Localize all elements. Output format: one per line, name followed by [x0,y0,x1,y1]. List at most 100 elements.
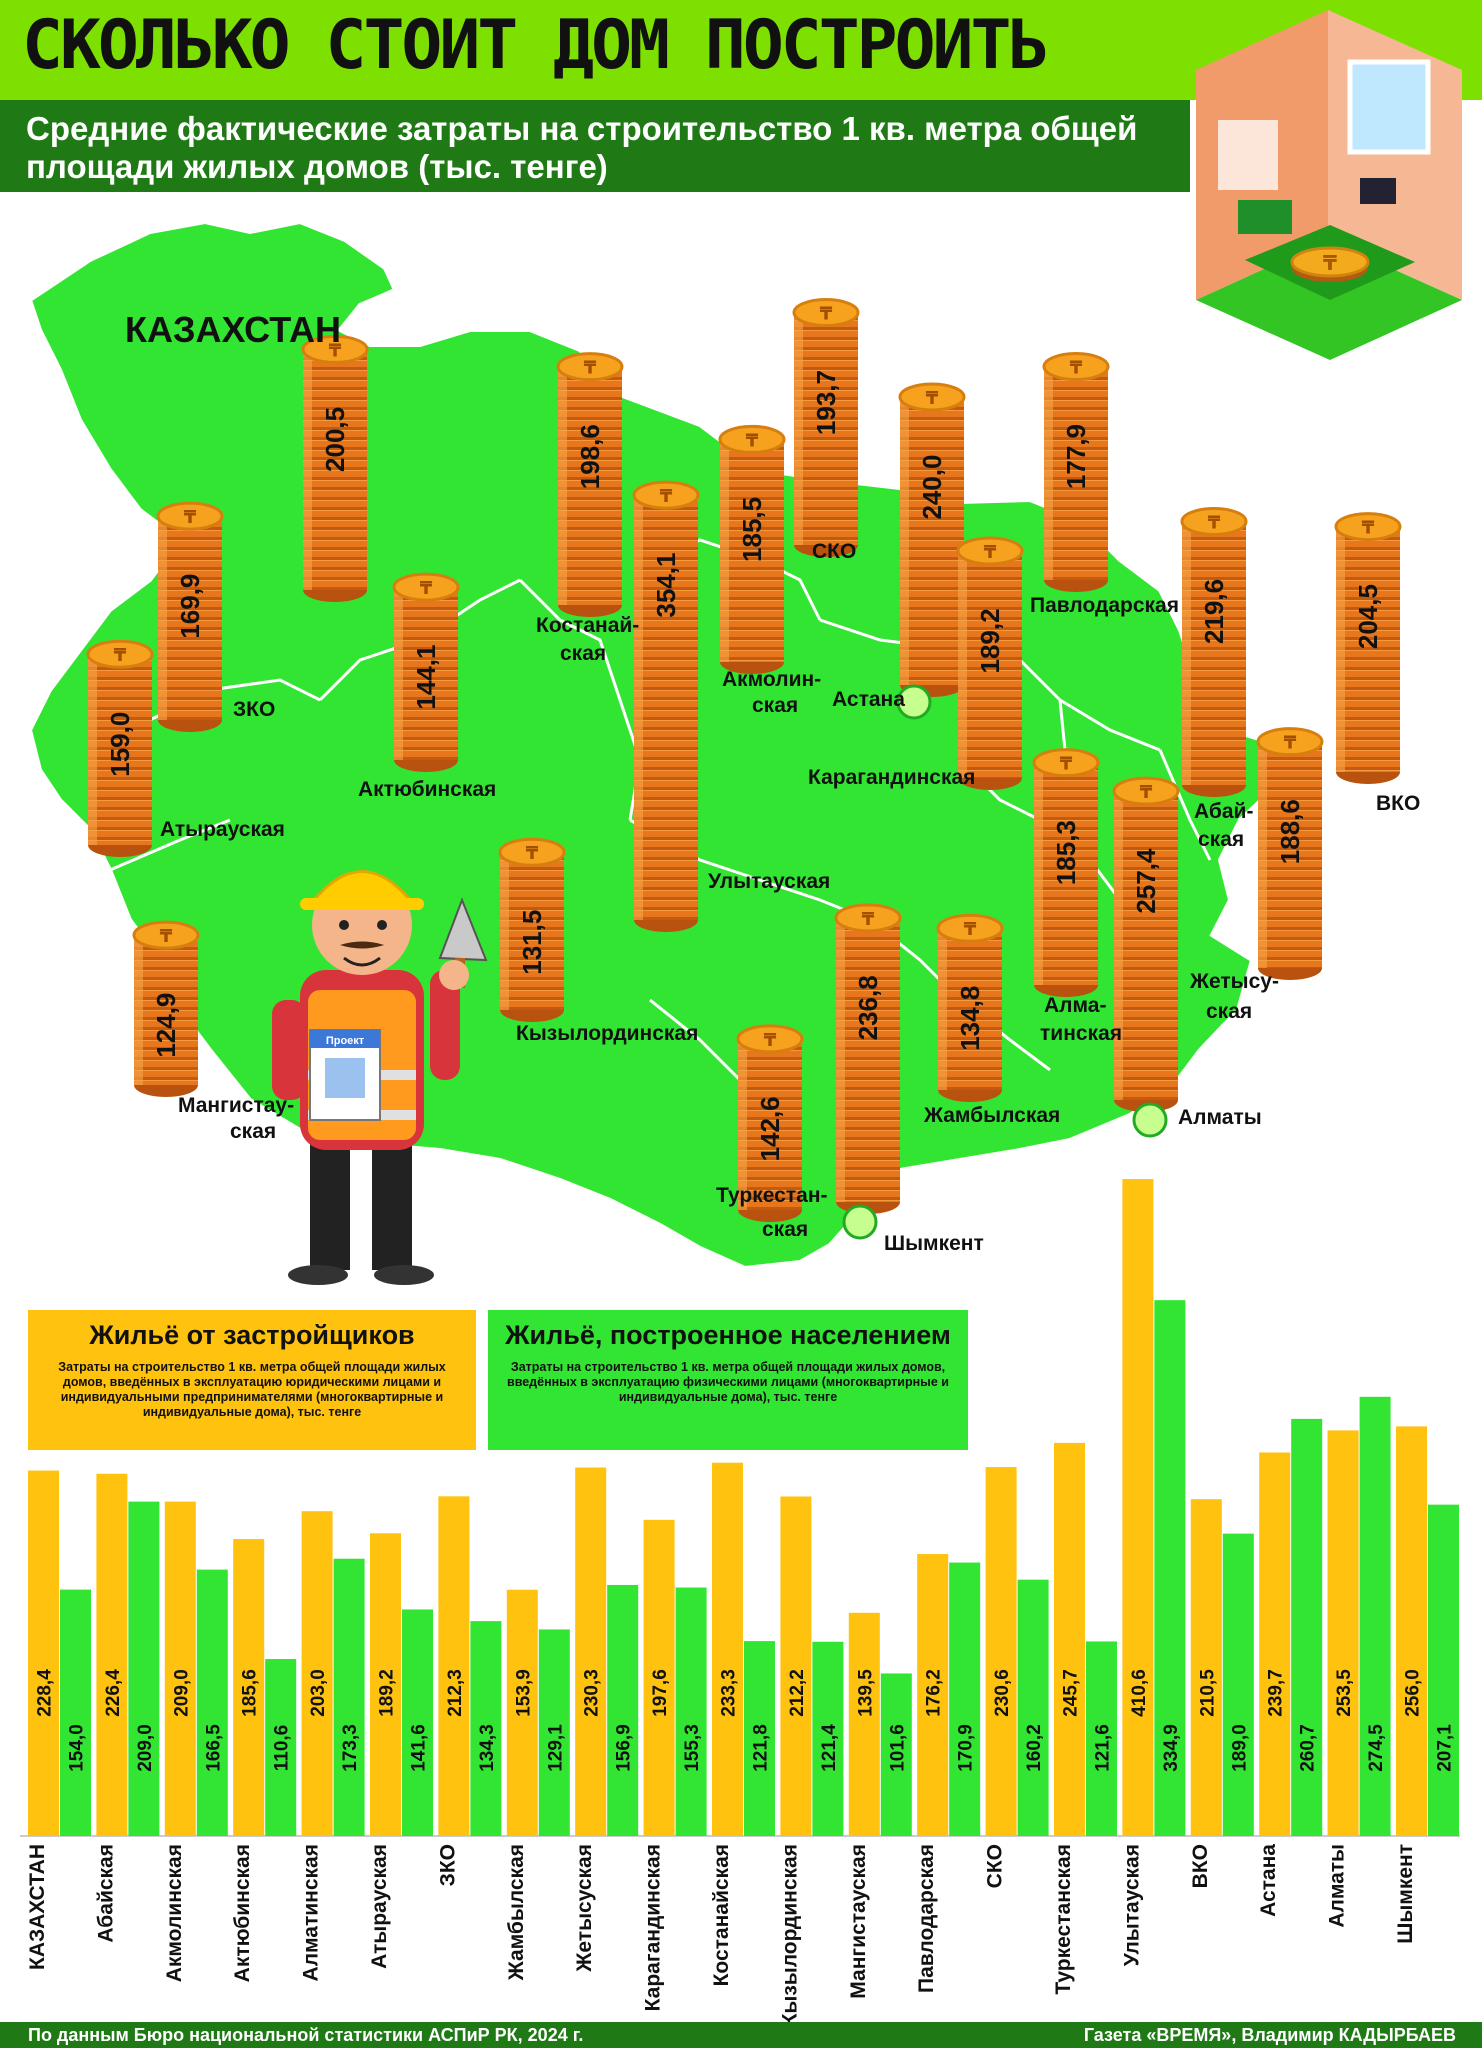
label-sko: СКО [812,540,856,563]
coin-stack-bar [394,587,458,760]
coin-stack-bar [938,928,1002,1090]
label-zko: ЗКО [233,698,275,721]
legend-developers-text: Затраты на строительство 1 кв. метра общ… [58,1360,446,1419]
coin-stack-value: 144,1 [411,645,441,710]
coin-symbol: ₸ [660,486,673,507]
coin-symbol: ₸ [984,542,997,563]
bar-value-label: 253,5 [1334,1669,1355,1717]
coin-stack: ₸ 144,1 [392,572,460,772]
coin-stack-value: 189,2 [975,608,1005,673]
bar-value-label: 410,6 [1129,1669,1150,1717]
bar-developers [1396,1426,1427,1836]
label-zhambyl: Жамбылская [923,1104,1060,1127]
coin-symbol: ₸ [746,430,759,451]
coin-stack: ₸ 354,1 [632,480,700,932]
coin-symbol: ₸ [160,926,173,947]
label-kyzylorda: Кызылординская [516,1022,698,1045]
coin-top [156,501,224,531]
coin-stack-bar [500,852,564,1010]
label-karaganda: Карагандинская [808,766,975,789]
bar-developers [96,1473,128,1836]
label-almaty-reg-2: тинская [1040,1022,1122,1045]
label-mangistau-2: ская [230,1120,276,1143]
bar-value-label: 203,0 [308,1669,329,1717]
bar-value-label: 230,6 [992,1669,1013,1717]
coin-stack: ₸ 185,5 [718,424,786,674]
coin-top [1334,512,1402,542]
coin-stack-bar [958,550,1022,778]
coin-stack: ₸ 240,0 [898,382,966,697]
coin-stack-bar [1182,521,1246,785]
coin-top [132,920,200,950]
coin-symbol: ₸ [526,843,539,864]
coin-stack-value: 219,6 [1199,579,1229,644]
coin-top [556,352,624,382]
coin-stack: ₸ 236,8 [834,903,902,1214]
almaty-marker [1132,1102,1168,1138]
bar-value-label: 207,1 [1435,1724,1456,1772]
coin-symbol: ₸ [1284,733,1297,754]
bar-value-label: 139,5 [855,1669,876,1717]
bar-population [744,1641,775,1836]
bar-population [1086,1641,1117,1836]
bar-developers [643,1519,675,1836]
coin-stack-value: 131,5 [517,910,547,975]
coin-stack: ₸ 200,5 [301,334,369,602]
bar-category-label: Атырауская [368,1844,391,1969]
bar-category-label: СКО [984,1844,1007,1888]
legend-population: Жильё, построенное населением Затраты на… [488,1310,968,1450]
bar-developers [438,1496,470,1836]
coin-symbol: ₸ [184,507,197,528]
coin-stack-bar [303,349,367,590]
coin-stack: ₸ 185,3 [1032,748,1100,997]
coin-stack-value: 198,6 [575,424,605,489]
bar-developers [848,1612,880,1836]
bar-developers [575,1467,607,1836]
coin-symbol: ₸ [964,919,977,940]
bar-value-label: 155,3 [682,1724,703,1772]
page-title: СКОЛЬКО СТОИТ ДОМ ПОСТРОИТЬ [22,6,1049,85]
builder-leg-left [310,1130,350,1270]
bar-population [1428,1504,1459,1836]
coin-stack: ₸ 189,2 [956,536,1024,790]
coin-symbol: ₸ [1140,782,1153,803]
bar-category-label: Актюбинская [231,1844,254,1982]
coin-stack-value: 200,5 [320,407,350,472]
label-abay-1: Абай- [1194,800,1253,823]
coin-symbol: ₸ [764,1030,777,1051]
bar-value-label: 197,6 [650,1669,671,1717]
bar-population [60,1589,91,1836]
coin-stack-bar [738,1038,802,1210]
coin-stack-bar [720,439,784,662]
map-coin-stacks: ₸ 200,5 ₸ 169,9 ₸ 159,0 ₸ 124,9 ₸ 144,1 ₸ 131,5 ₸ 198… [86,298,1402,1222]
sofa [1238,200,1292,234]
coin-top [498,837,566,867]
bar-value-label: 210,5 [1197,1669,1218,1717]
coin-stack: ₸ 142,6 [736,1024,804,1222]
bar-population [1017,1579,1049,1836]
bar-category-label: Алматинская [300,1844,323,1981]
legend-developers-title: Жильё от застройщиков [89,1320,415,1350]
coin-stack: ₸ 257,4 [1112,776,1180,1112]
bar-developers [164,1501,196,1836]
bar-value-label: 185,6 [240,1669,261,1717]
room-coin [1290,246,1370,278]
label-zhetysu-2: ская [1206,1000,1252,1023]
tv [1360,178,1396,204]
builder-leg-right [372,1130,412,1270]
bar-developers [28,1470,59,1836]
bar-value-label: 121,4 [819,1724,840,1772]
coin-stack-bar [158,516,222,720]
coin-stack: ₸ 169,9 [156,501,224,732]
country-label: КАЗАХСТАН [125,309,341,350]
label-akmola-1: Акмолин- [722,668,821,691]
bar-category-label: ЗКО [436,1844,459,1886]
coin-stack-value: 124,9 [151,993,181,1058]
bar-value-label: 256,0 [1403,1669,1424,1717]
coin-stack: ₸ 159,0 [86,639,154,857]
label-shymkent: Шымкент [884,1232,984,1255]
bar-developers [1327,1430,1359,1836]
bar-developers [1259,1452,1291,1836]
bar-category-label: КАЗАХСТАН [26,1844,49,1970]
bar-population [1359,1396,1391,1836]
